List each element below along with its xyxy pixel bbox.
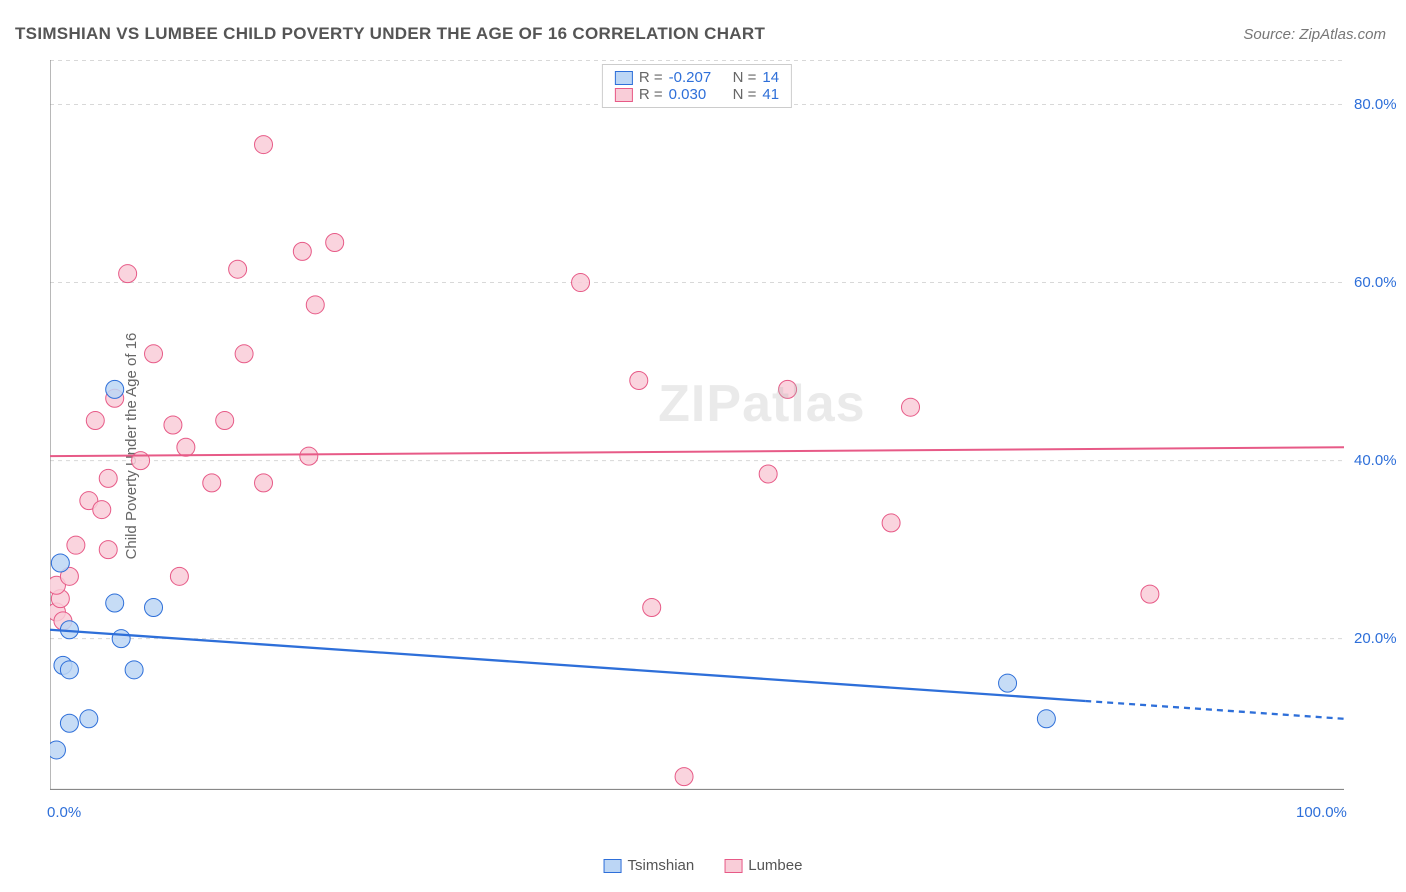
y-tick-label: 80.0% bbox=[1354, 96, 1397, 113]
source-name: ZipAtlas.com bbox=[1299, 26, 1386, 43]
lumbee-point bbox=[229, 260, 247, 278]
legend-item-tsimshian: Tsimshian bbox=[604, 857, 695, 874]
n-label: N = bbox=[733, 86, 757, 103]
y-tick-label: 40.0% bbox=[1354, 452, 1397, 469]
lumbee-point bbox=[145, 345, 163, 363]
lumbee-point bbox=[99, 469, 117, 487]
lumbee-point bbox=[86, 412, 104, 430]
correlation-legend: R = -0.207 N = 14R = 0.030 N = 41 bbox=[602, 64, 792, 108]
n-label: N = bbox=[733, 69, 757, 86]
tsimshian-point bbox=[106, 594, 124, 612]
lumbee-point bbox=[759, 465, 777, 483]
tsimshian-point bbox=[106, 380, 124, 398]
lumbee-point bbox=[306, 296, 324, 314]
r-label: R = bbox=[639, 69, 663, 86]
n-value: 41 bbox=[762, 86, 779, 103]
tsimshian-trendline bbox=[50, 630, 1085, 701]
source-attribution: Source: ZipAtlas.com bbox=[1243, 26, 1386, 43]
lumbee-point bbox=[882, 514, 900, 532]
x-tick-label: 0.0% bbox=[47, 804, 81, 821]
tsimshian-point bbox=[112, 630, 130, 648]
source-prefix: Source: bbox=[1243, 26, 1299, 43]
chart-title: TSIMSHIAN VS LUMBEE CHILD POVERTY UNDER … bbox=[15, 24, 765, 44]
y-tick-label: 60.0% bbox=[1354, 274, 1397, 291]
legend-swatch-tsimshian bbox=[604, 859, 622, 873]
scatter-plot bbox=[50, 60, 1344, 790]
legend-label-lumbee: Lumbee bbox=[748, 857, 802, 874]
series-legend: Tsimshian Lumbee bbox=[604, 857, 803, 874]
r-label: R = bbox=[639, 86, 663, 103]
tsimshian-point bbox=[60, 661, 78, 679]
tsimshian-trendline-extrapolated bbox=[1085, 701, 1344, 719]
lumbee-point bbox=[132, 452, 150, 470]
legend-swatch-lumbee bbox=[724, 859, 742, 873]
tsimshian-point bbox=[145, 599, 163, 617]
legend-row-tsimshian: R = -0.207 N = 14 bbox=[615, 69, 779, 86]
chart-area: ZIPatlas R = -0.207 N = 14R = 0.030 N = … bbox=[50, 60, 1344, 790]
r-value: -0.207 bbox=[669, 69, 727, 86]
legend-swatch-lumbee bbox=[615, 88, 633, 102]
legend-item-lumbee: Lumbee bbox=[724, 857, 802, 874]
lumbee-point bbox=[902, 398, 920, 416]
tsimshian-point bbox=[125, 661, 143, 679]
tsimshian-point bbox=[1037, 710, 1055, 728]
lumbee-point bbox=[675, 768, 693, 786]
lumbee-point bbox=[170, 567, 188, 585]
lumbee-point bbox=[203, 474, 221, 492]
lumbee-point bbox=[235, 345, 253, 363]
lumbee-point bbox=[326, 234, 344, 252]
lumbee-point bbox=[630, 371, 648, 389]
y-tick-label: 20.0% bbox=[1354, 630, 1397, 647]
lumbee-point bbox=[99, 541, 117, 559]
lumbee-point bbox=[255, 474, 273, 492]
lumbee-point bbox=[164, 416, 182, 434]
tsimshian-point bbox=[51, 554, 69, 572]
lumbee-point bbox=[572, 274, 590, 292]
x-tick-label: 100.0% bbox=[1296, 804, 1347, 821]
lumbee-point bbox=[1141, 585, 1159, 603]
legend-swatch-tsimshian bbox=[615, 71, 633, 85]
tsimshian-point bbox=[50, 741, 65, 759]
lumbee-point bbox=[255, 136, 273, 154]
lumbee-trendline bbox=[50, 447, 1344, 456]
lumbee-point bbox=[177, 438, 195, 456]
lumbee-point bbox=[779, 380, 797, 398]
n-value: 14 bbox=[762, 69, 779, 86]
lumbee-point bbox=[93, 501, 111, 519]
tsimshian-point bbox=[80, 710, 98, 728]
tsimshian-point bbox=[60, 714, 78, 732]
lumbee-point bbox=[216, 412, 234, 430]
lumbee-point bbox=[119, 265, 137, 283]
lumbee-point bbox=[67, 536, 85, 554]
lumbee-point bbox=[300, 447, 318, 465]
r-value: 0.030 bbox=[669, 86, 727, 103]
tsimshian-point bbox=[999, 674, 1017, 692]
lumbee-point bbox=[293, 242, 311, 260]
legend-label-tsimshian: Tsimshian bbox=[628, 857, 695, 874]
legend-row-lumbee: R = 0.030 N = 41 bbox=[615, 86, 779, 103]
lumbee-point bbox=[643, 599, 661, 617]
